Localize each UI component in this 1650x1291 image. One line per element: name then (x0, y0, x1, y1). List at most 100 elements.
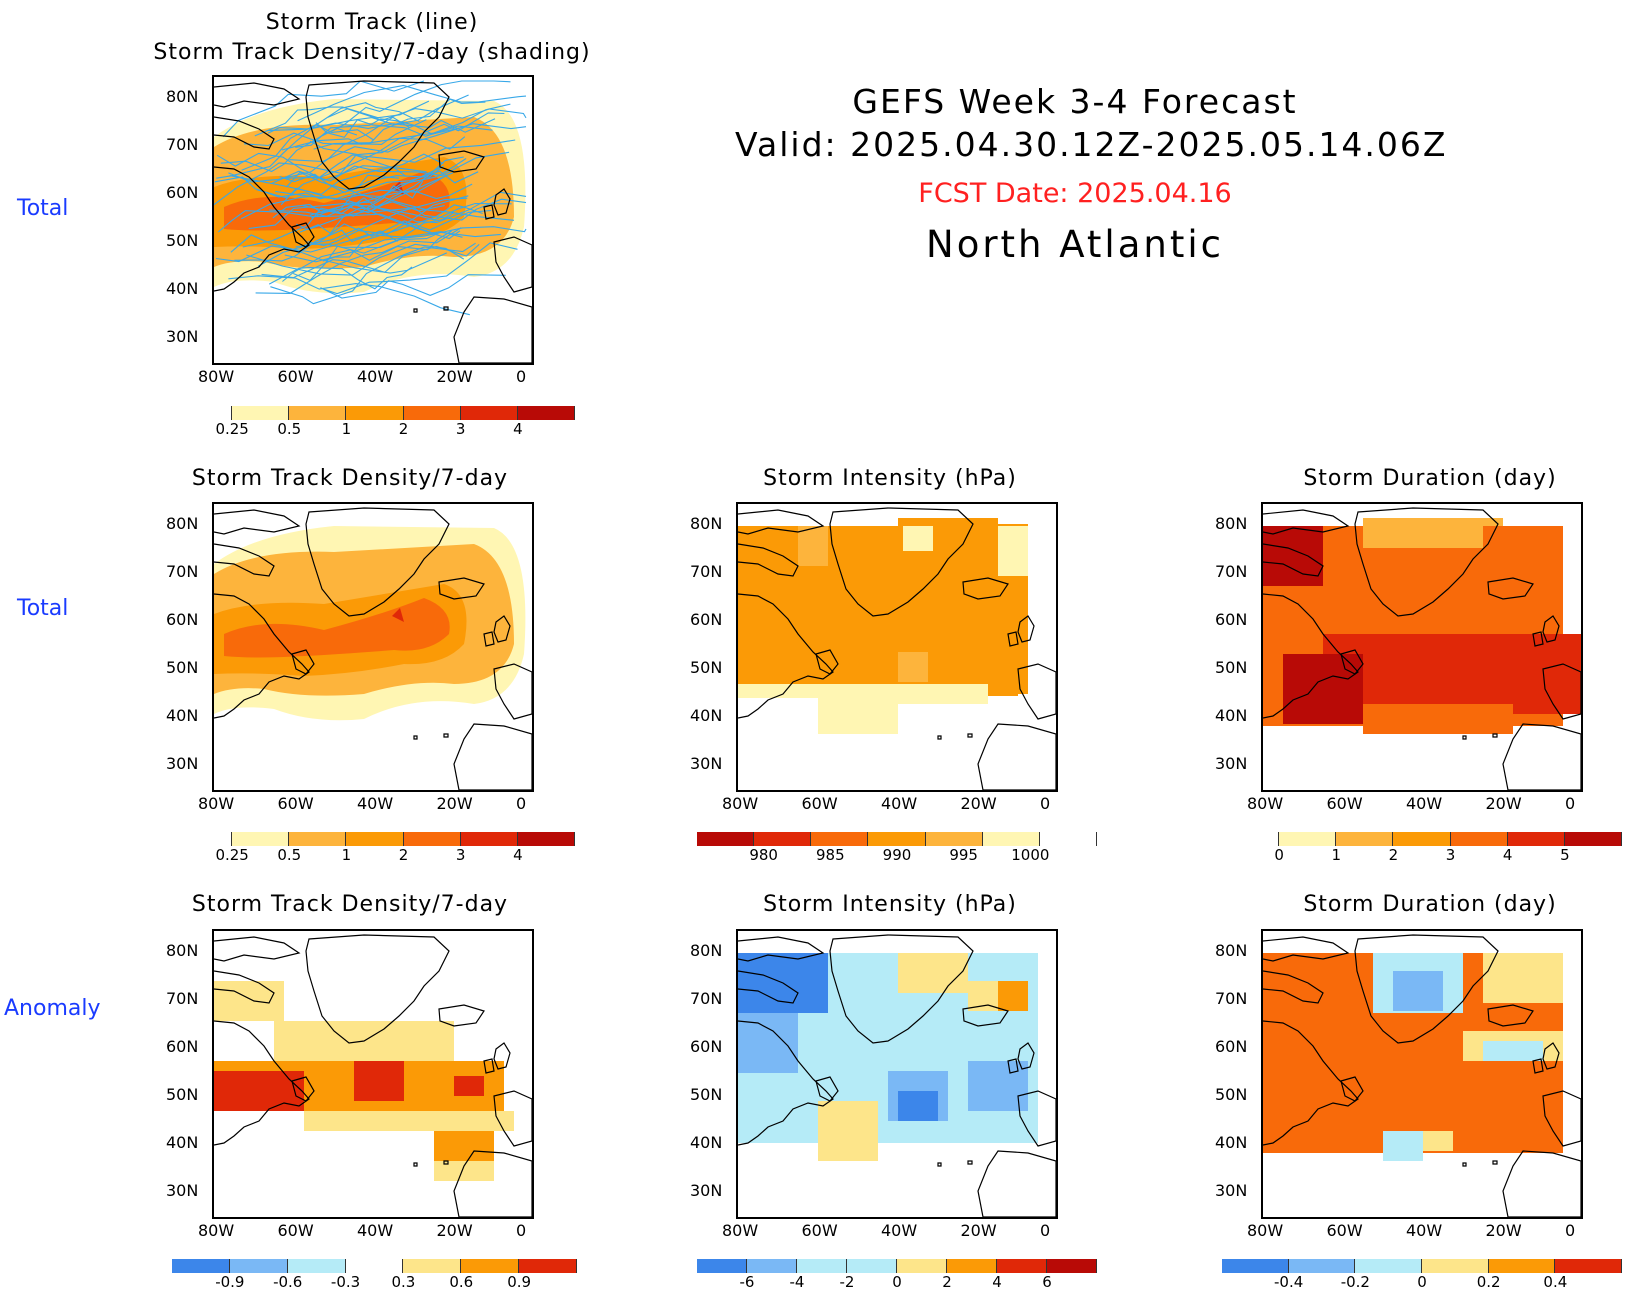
colorbar-segment (1047, 1259, 1097, 1273)
coastline-segment (1017, 615, 1035, 643)
lon-tick-label: 20W (960, 1221, 997, 1240)
lon-tick-label: 0 (516, 367, 527, 386)
coastline-segment (443, 306, 449, 311)
lon-tick-label: 40W (1406, 794, 1443, 813)
colorbar-tick-label: 4 (513, 846, 523, 864)
grid-cell (304, 1111, 514, 1131)
colorbar-segment (172, 1259, 230, 1273)
colorbar-segment (289, 832, 347, 846)
storm-track-line (228, 116, 410, 183)
coastline-segment (438, 577, 485, 600)
colorbar-density-total-top: 0.25 0.5 1 2 3 4 (175, 406, 575, 438)
coastline (214, 80, 532, 363)
coastline-segment (483, 1058, 495, 1074)
lon-tick-label: 80W (1247, 794, 1284, 813)
colorbar-segment (1279, 832, 1337, 846)
storm-track-line (275, 190, 461, 240)
colorbar-segment (460, 406, 518, 420)
colorbar-tick-label: 0.6 (449, 1273, 474, 1291)
lat-tick-label: 50N (166, 1085, 199, 1104)
colorbar-tick-label: 6 (1042, 1273, 1052, 1291)
coastline-segment (738, 593, 834, 719)
coastline (214, 934, 532, 1217)
grid-cell (738, 684, 818, 698)
lat-tick-label: 50N (166, 231, 199, 250)
storm-track-line (321, 80, 511, 137)
lat-tick-label: 80N (166, 87, 199, 106)
colorbar-tick-label: -0.3 (330, 1273, 361, 1291)
grid-cell (1323, 634, 1581, 714)
colorbar-segment (868, 832, 926, 846)
colorbar-tick-label: 2 (398, 420, 409, 438)
colorbar-segment (232, 406, 290, 420)
colorbar-segment (345, 1259, 404, 1273)
coastline-segment (738, 509, 825, 535)
colorbar-segment (1393, 832, 1451, 846)
storm-track-line (284, 226, 527, 263)
lat-tick-label: 40N (690, 1133, 723, 1152)
colorbar-segment (1222, 1259, 1289, 1273)
coastline (214, 507, 532, 790)
lat-tick-label: 50N (690, 658, 723, 677)
lat-tick-label: 70N (1215, 989, 1248, 1008)
colorbar-segment (1555, 1259, 1622, 1273)
colorbar-segment (1422, 1259, 1489, 1273)
colorbar-tick-label: 985 (816, 846, 845, 864)
map-canvas (1263, 934, 1581, 1217)
colorbar-tick-label: 5 (1560, 846, 1570, 864)
storm-track-line (243, 119, 427, 147)
colorbar-segment (1564, 832, 1622, 846)
colorbar-tick-label: 980 (749, 846, 778, 864)
map-duration-total (1261, 502, 1583, 792)
coastline-segment (1007, 1058, 1019, 1074)
grid-cell (354, 1061, 404, 1101)
colorbar-segment (403, 1259, 462, 1273)
grid-cell (903, 526, 933, 551)
grid-cell (1263, 526, 1323, 586)
lat-tick-label: 80N (690, 514, 723, 533)
colorbar-duration-anomaly: -0.4 -0.2 0 0.2 0.4 (1222, 1259, 1622, 1291)
colorbar-tick-label: 4 (1502, 846, 1513, 864)
lat-tick-label: 30N (1215, 754, 1248, 773)
coastline-segment (977, 723, 1056, 790)
storm-track-line (216, 124, 374, 179)
grid-cell (738, 526, 1018, 696)
coastline-segment (937, 1162, 942, 1167)
lon-tick-label: 40W (357, 794, 394, 813)
coastline-segment (438, 1004, 485, 1027)
lat-tick-label: 80N (1215, 941, 1248, 960)
lat-tick-label: 70N (166, 135, 199, 154)
lon-tick-label: 0 (516, 1221, 527, 1240)
grid-cell (434, 1161, 494, 1181)
storm-track-line (320, 274, 506, 299)
coastline (1263, 934, 1581, 1217)
grid-cell (1283, 654, 1363, 724)
coastline-segment (1354, 507, 1499, 617)
colorbar-tick-label: 1 (341, 846, 352, 864)
coastline-segment (738, 970, 799, 1004)
lat-tick-label: 40N (166, 279, 199, 298)
storm-track-line (220, 127, 358, 173)
coastline-segment (815, 649, 839, 675)
coastline-segment (1532, 1058, 1544, 1074)
coastline-segment (493, 1090, 532, 1147)
lon-tick-label: 80W (198, 794, 235, 813)
colorbar-tick-label: 0.25 (215, 846, 249, 864)
coastline-segment (1263, 970, 1324, 1004)
coastline-segment (453, 296, 532, 363)
colorbar-segment (519, 1259, 577, 1273)
map-intensity-anomaly (736, 929, 1058, 1219)
coastline-segment (1487, 577, 1534, 600)
coastline-segment (214, 593, 310, 719)
colorbar-segment (1355, 1259, 1422, 1273)
lat-tick-label: 70N (166, 989, 199, 1008)
density-band-3 (392, 608, 404, 622)
storm-track-line (268, 266, 413, 290)
coastline-segment (829, 507, 974, 617)
colorbar-segment (232, 832, 290, 846)
coastline-segment (977, 1150, 1056, 1217)
grid-cell (998, 981, 1028, 1011)
colorbar-tick-label: 2 (1388, 846, 1399, 864)
panel-title-intensity-anom: Storm Intensity (hPa) (763, 892, 1017, 917)
colorbar-segment (1336, 832, 1394, 846)
